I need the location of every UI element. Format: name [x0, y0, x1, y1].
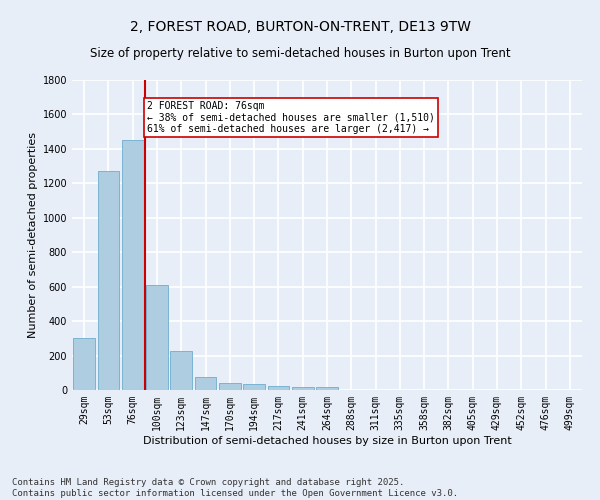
Bar [243, 384, 265, 390]
X-axis label: Distribution of semi-detached houses by size in Burton upon Trent: Distribution of semi-detached houses by … [143, 436, 511, 446]
Bar [292, 387, 314, 390]
Bar [219, 383, 241, 390]
Bar [146, 285, 168, 390]
Text: 2, FOREST ROAD, BURTON-ON-TRENT, DE13 9TW: 2, FOREST ROAD, BURTON-ON-TRENT, DE13 9T… [130, 20, 470, 34]
Bar [316, 388, 338, 390]
Text: Size of property relative to semi-detached houses in Burton upon Trent: Size of property relative to semi-detach… [89, 48, 511, 60]
Bar [73, 338, 95, 390]
Bar [122, 140, 143, 390]
Text: Contains HM Land Registry data © Crown copyright and database right 2025.
Contai: Contains HM Land Registry data © Crown c… [12, 478, 458, 498]
Bar [170, 351, 192, 390]
Y-axis label: Number of semi-detached properties: Number of semi-detached properties [28, 132, 38, 338]
Bar [194, 377, 217, 390]
Text: 2 FOREST ROAD: 76sqm
← 38% of semi-detached houses are smaller (1,510)
61% of se: 2 FOREST ROAD: 76sqm ← 38% of semi-detac… [147, 100, 435, 134]
Bar [97, 172, 119, 390]
Bar [268, 386, 289, 390]
